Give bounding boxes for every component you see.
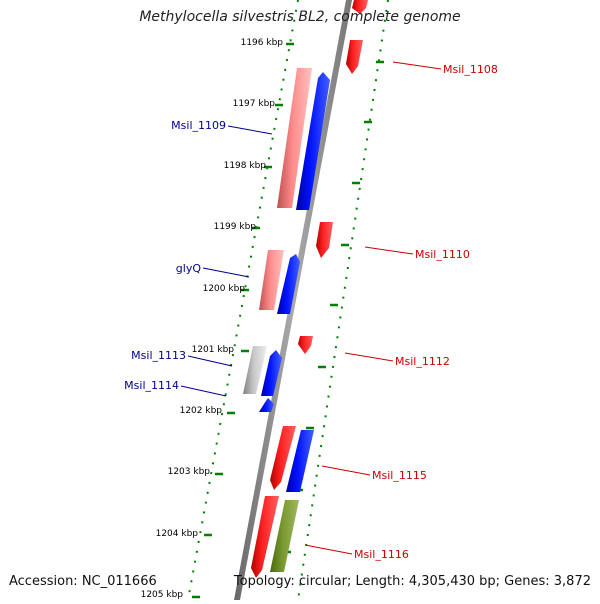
tick-label-1200: 1200 kbp (203, 284, 246, 294)
feature-glyq-rna[interactable] (259, 250, 284, 310)
feature-msil-1109-rna[interactable] (277, 68, 312, 208)
feature-msil-1113-gray[interactable] (243, 346, 267, 394)
feature-msil-1110[interactable] (316, 222, 333, 258)
accession-text: Accession: NC_011666 (9, 574, 157, 589)
feature-msil-1115-red[interactable] (270, 426, 296, 490)
feature-msil-1108[interactable] (346, 40, 363, 74)
gene-label-msil-1113[interactable]: Msil_1113 (131, 349, 186, 362)
gene-label-msil-1109[interactable]: Msil_1109 (171, 119, 226, 132)
topology-summary: Topology: circular; Length: 4,305,430 bp… (233, 574, 591, 589)
inner-track-guide (187, 0, 299, 601)
outer-tick-marks (283, 60, 384, 554)
tick-label-1203: 1203 kbp (168, 467, 211, 477)
gene-label-glyq[interactable]: glyQ (176, 262, 202, 275)
feature-glyq[interactable] (277, 254, 300, 314)
tick-label-1197: 1197 kbp (233, 99, 276, 109)
callout-lines (180, 61, 442, 555)
tick-label-1204: 1204 kbp (156, 529, 199, 539)
feature-msil-1115-blue[interactable] (286, 430, 314, 492)
tick-label-1196: 1196 kbp (241, 38, 284, 48)
map-title: Methylocella silvestris BL2, complete ge… (139, 9, 461, 25)
outer-track-guide (297, 0, 389, 601)
tick-label-1201: 1201 kbp (192, 345, 235, 355)
gene-label-msil-1116[interactable]: Msil_1116 (354, 548, 409, 561)
feature-msil-1109[interactable] (296, 72, 330, 210)
gene-label-msil-1108[interactable]: Msil_1108 (443, 63, 498, 76)
gene-label-msil-1115[interactable]: Msil_1115 (372, 469, 427, 482)
gene-label-msil-1114[interactable]: Msil_1114 (124, 379, 179, 392)
feature-msil-1113[interactable] (261, 350, 282, 396)
tick-label-1198: 1198 kbp (224, 161, 267, 171)
tick-marks (192, 42, 294, 599)
tick-label-1202: 1202 kbp (180, 406, 223, 416)
gene-label-msil-1112[interactable]: Msil_1112 (395, 355, 450, 368)
feature-msil-1112[interactable] (298, 336, 313, 354)
tick-label-1205: 1205 kbp (141, 590, 184, 600)
feature-msil-1116-olive[interactable] (270, 500, 299, 572)
tick-label-1199: 1199 kbp (214, 222, 257, 232)
genome-backbone (234, 0, 352, 600)
feature-msil-1108-a[interactable] (352, 0, 368, 14)
gene-label-msil-1110[interactable]: Msil_1110 (415, 248, 470, 261)
feature-msil-1116-red[interactable] (251, 496, 279, 578)
feature-msil-1114[interactable] (259, 398, 274, 412)
